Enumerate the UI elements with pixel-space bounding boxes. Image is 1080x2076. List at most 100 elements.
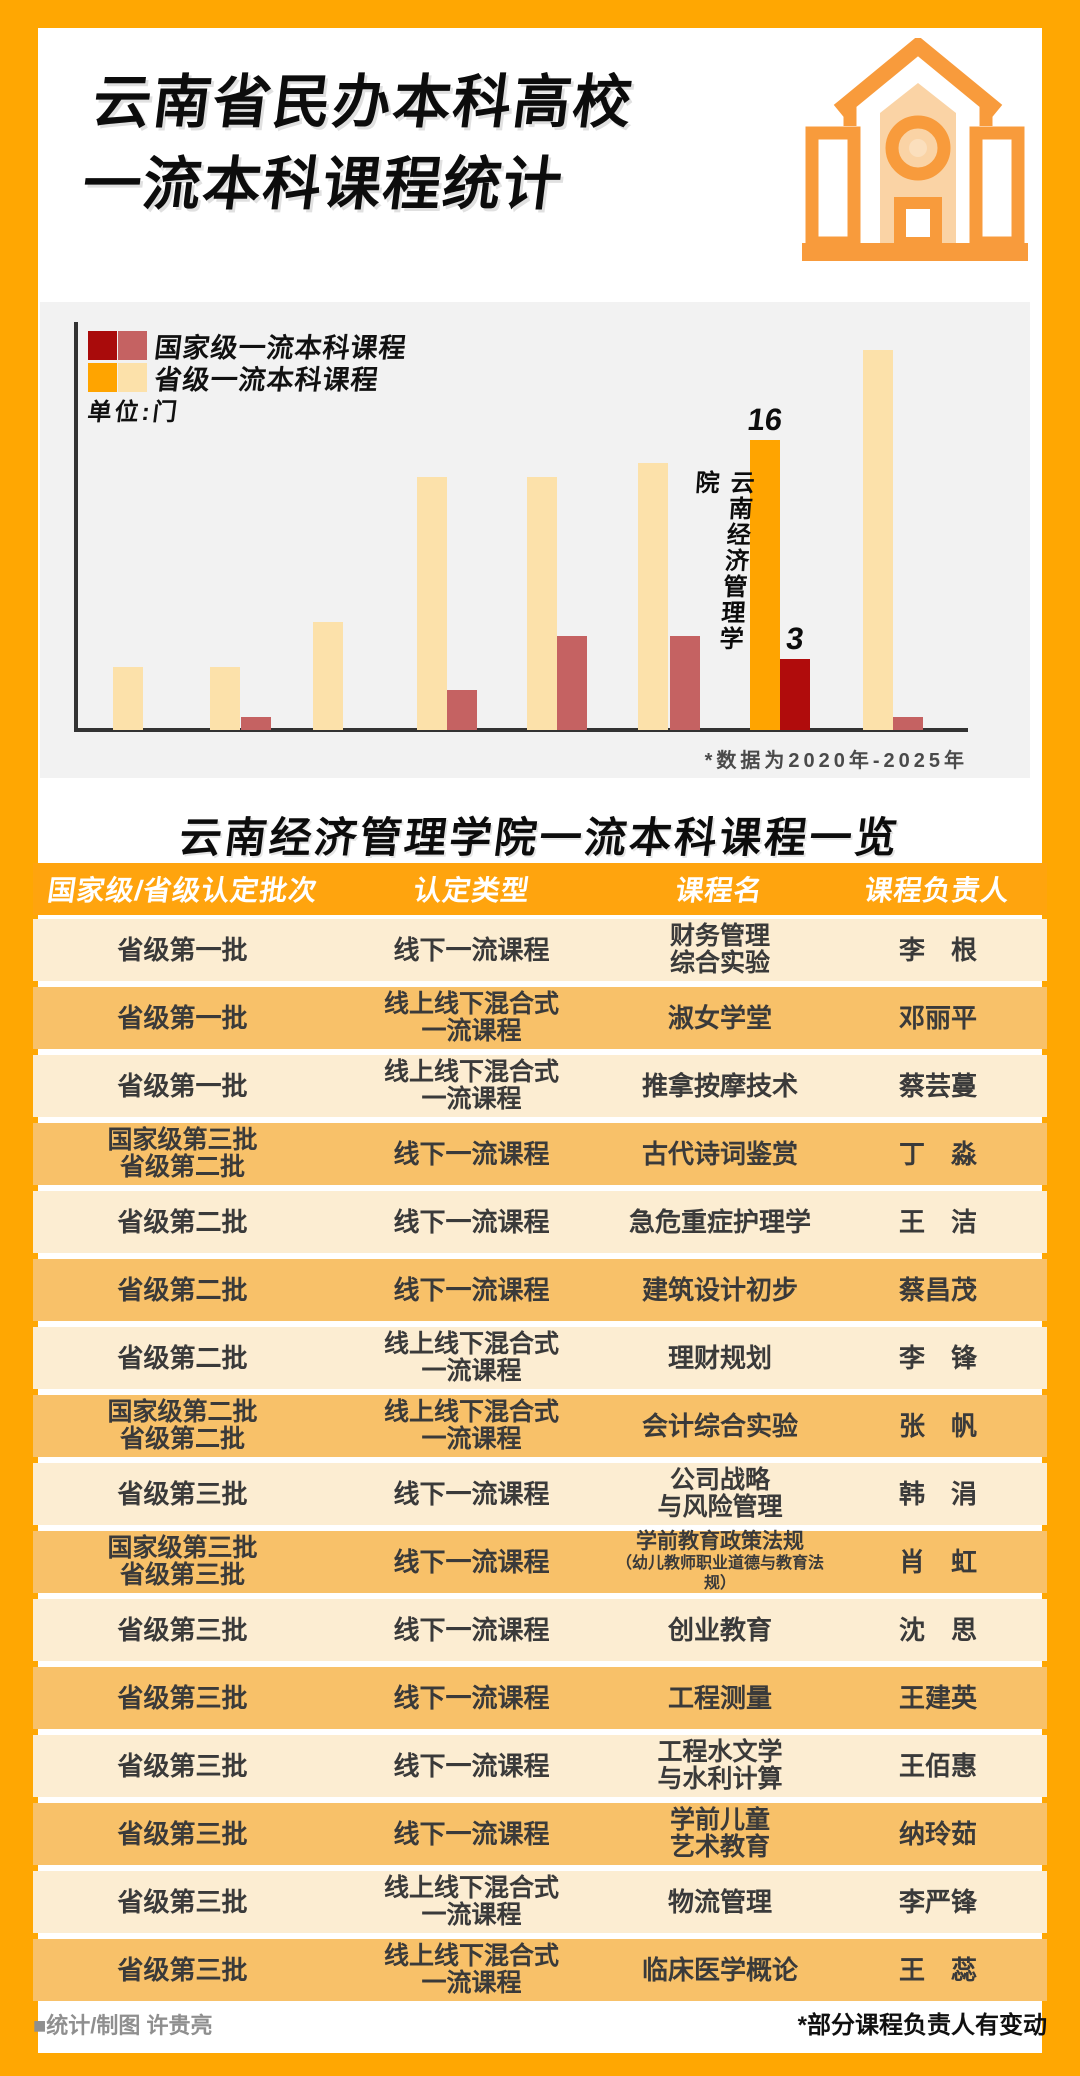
table-cell: 临床医学概论 (611, 1939, 829, 2001)
table-cell-line: 线上线下混合式 (384, 1942, 560, 1970)
table-cell: 省级第三批 (33, 1803, 332, 1865)
table-cell: 工程测量 (611, 1667, 829, 1729)
table-cell-line: 理财规划 (667, 1343, 772, 1373)
table-cell: 省级第一批 (33, 1055, 332, 1117)
table-cell: 线下一流课程 (332, 1667, 611, 1729)
table-row: 省级第二批 线下一流课程 建筑设计初步 蔡昌茂 (33, 1259, 1047, 1321)
table-cell-line: 省级第三批 (117, 1955, 248, 1985)
table-cell: 工程水文学 与水利计算 (611, 1739, 829, 1793)
legend-label: 省级一流本科课程 (152, 364, 381, 395)
table-cell: 古代诗词鉴赏 (611, 1123, 829, 1185)
table-cell-line: 李严锋 (898, 1887, 977, 1917)
table-cell: 国家级第三批 省级第二批 (33, 1127, 332, 1181)
course-table: 国家级/省级认定批次 认定类型 课程名 课程负责人 省级第一批 线下一流课程 财务管理 综合… (33, 863, 1047, 2001)
table-row: 省级第三批 线上线下混合式 一流课程 物流管理 李严锋 (33, 1871, 1047, 1933)
table-row: 省级第二批 线下一流课程 急危重症护理学 王 洁 (33, 1191, 1047, 1253)
table-cell-line: 一流课程 (421, 1901, 522, 1929)
bar-value-label: 3 (784, 621, 806, 656)
table-cell-line: 会计综合实验 (641, 1411, 798, 1441)
table-cell-line: 省级第一批 (117, 1071, 248, 1101)
table-cell-line: 线下一流课程 (393, 1615, 550, 1645)
table-header-label: 课程负责人 (863, 875, 1013, 906)
table-cell: 淑女学堂 (611, 987, 829, 1049)
table-header-col-4: 课程负责人 (829, 869, 1047, 909)
chart-y-axis (74, 322, 78, 732)
table-cell-line: 学前教育政策法规 (635, 1530, 804, 1553)
table-cell: 省级第一批 (33, 919, 332, 981)
table-cell: 线下一流课程 (332, 1599, 611, 1661)
table-row: 国家级第二批 省级第二批 线上线下混合式 一流课程 会计综合实验张 帆 (33, 1395, 1047, 1457)
table-cell-line: 与风险管理 (657, 1493, 783, 1521)
table-cell-line: 公司战略 (669, 1466, 770, 1494)
table-cell: 省级第一批 (33, 987, 332, 1049)
table-cell: 蔡芸蔓 (829, 1055, 1047, 1117)
bar-provincial (313, 622, 343, 730)
table-cell-line: 线下一流课程 (393, 1751, 550, 1781)
table-cell-line: 肖 虹 (898, 1547, 977, 1577)
table-cell-line: 线下一流课程 (393, 1819, 550, 1849)
table-cell: 线上线下混合式 一流课程 (332, 991, 611, 1045)
bar-national (447, 690, 477, 730)
table-cell: 李 根 (829, 919, 1047, 981)
table-cell-line: 省级第三批 (117, 1819, 248, 1849)
page-title-line1: 云南省民办本科高校 (89, 70, 638, 135)
table-cell-line: 省级第三批 (117, 1683, 248, 1713)
table-row: 省级第二批 线上线下混合式 一流课程 理财规划 李 锋 (33, 1327, 1047, 1389)
table-cell: 省级第二批 (33, 1259, 332, 1321)
table-cell: 线上线下混合式 一流课程 (332, 1399, 611, 1453)
table-title-text: 云南经济管理学院一流本科课程一览 (176, 814, 903, 861)
legend-row-1: 省级一流本科课程 (88, 362, 407, 395)
table-cell: 王佰惠 (829, 1735, 1047, 1797)
table-cell-line: 王 洁 (898, 1207, 977, 1237)
table-cell: 物流管理 (611, 1871, 829, 1933)
table-cell-line: 一流课程 (421, 1969, 522, 1997)
table-cell-line: 临床医学概论 (641, 1955, 798, 1985)
table-cell-line: 一流课程 (421, 1085, 522, 1113)
table-cell-line: 工程测量 (667, 1683, 772, 1713)
table-cell-line: 省级第二批 (120, 1153, 246, 1181)
table-cell-line: 国家级第三批 (107, 1126, 258, 1154)
table-cell: 会计综合实验 (611, 1395, 829, 1457)
table-cell-line: 线下一流课程 (393, 1683, 550, 1713)
table-cell: 蔡昌茂 (829, 1259, 1047, 1321)
table-cell: 沈 思 (829, 1599, 1047, 1661)
table-cell-line: 省级第二批 (117, 1207, 248, 1237)
table-cell-line: 李 锋 (898, 1343, 977, 1373)
legend-swatch (88, 330, 117, 360)
table-cell-line: 蔡芸蔓 (898, 1071, 977, 1101)
table-cell-line: 省级第一批 (117, 1003, 248, 1033)
table-cell: 王建英 (829, 1667, 1047, 1729)
table-cell: 线下一流课程 (332, 1191, 611, 1253)
table-cell: 线下一流课程 (332, 1259, 611, 1321)
table-cell: 丁 淼 (829, 1123, 1047, 1185)
table-cell: 国家级第二批 省级第二批 (33, 1399, 332, 1453)
table-cell: 省级第三批 (33, 1599, 332, 1661)
bar-national (557, 636, 587, 730)
table-cell-line: 王 蕊 (898, 1955, 977, 1985)
bar-national (893, 717, 923, 730)
table-cell-line: 线上线下混合式 (384, 1874, 560, 1902)
table-cell: 急危重症护理学 (611, 1191, 829, 1253)
table-row: 省级第一批 线上线下混合式 一流课程 推拿按摩技术 蔡芸蔓 (33, 1055, 1047, 1117)
table-cell: 财务管理 综合实验 (611, 923, 829, 977)
table-cell-line: 一流课程 (421, 1017, 522, 1045)
table-cell-line: 省级第一批 (117, 935, 248, 965)
table-cell-line: 淑女学堂 (667, 1003, 772, 1033)
table-cell: 李严锋 (829, 1871, 1047, 1933)
table-cell-line: 线下一流课程 (393, 935, 550, 965)
table-cell-line: 省级第二批 (117, 1343, 248, 1373)
bar-provincial (638, 463, 668, 730)
table-row: 省级第三批 线下一流课程 创业教育 沈 思 (33, 1599, 1047, 1661)
table-cell: 线下一流课程 (332, 1463, 611, 1525)
table-cell: 王 蕊 (829, 1939, 1047, 2001)
table-cell-line: （幼儿教师职业道德与教育法规） (615, 1555, 824, 1592)
table-cell: 纳玲茹 (829, 1803, 1047, 1865)
table-cell-line: 国家级第三批 (107, 1534, 258, 1562)
table-cell: 线下一流课程 (332, 919, 611, 981)
school-building-icon (802, 38, 1028, 261)
bar-provincial (113, 667, 143, 730)
table-row: 省级第三批 线下一流课程 公司战略 与风险管理 韩 涓 (33, 1463, 1047, 1525)
table-cell: 省级第三批 (33, 1871, 332, 1933)
bar-provincial (417, 477, 447, 730)
